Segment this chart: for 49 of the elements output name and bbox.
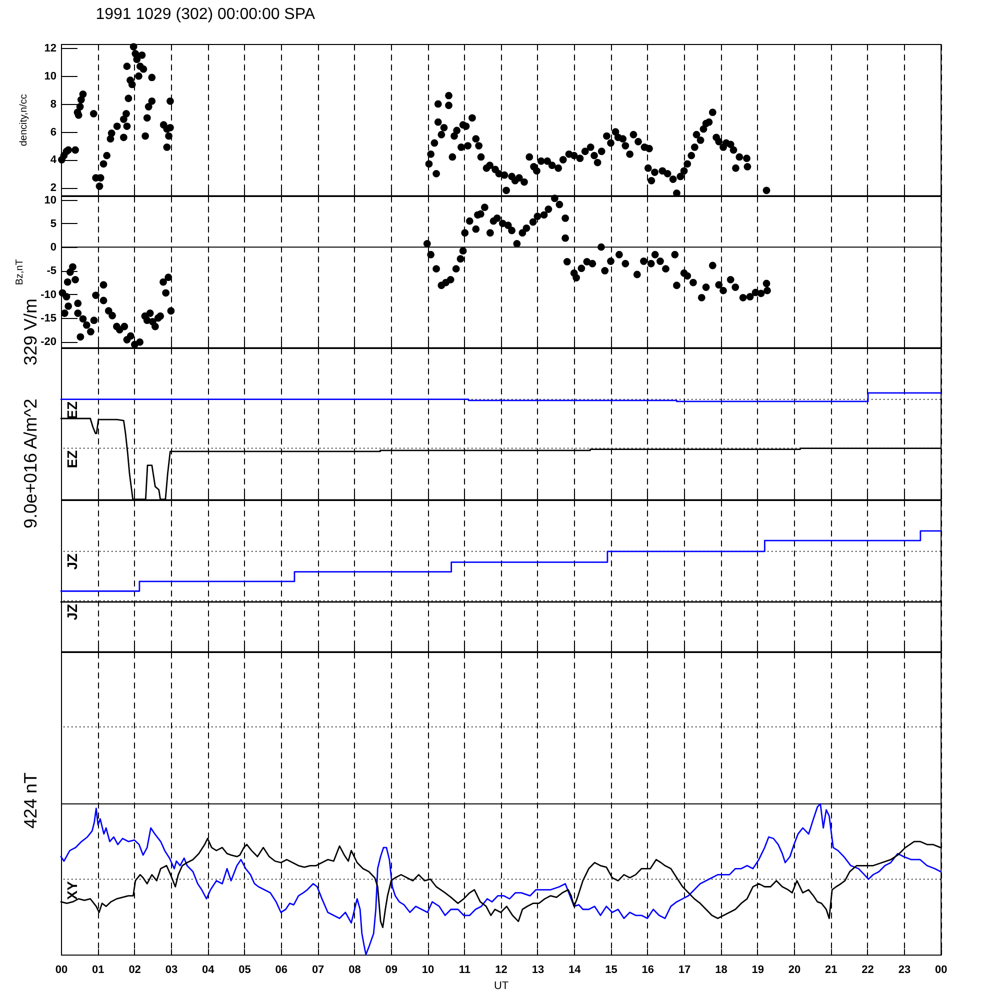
y-tick-label: 5 [50, 218, 56, 230]
y-tick-label: 2 [50, 182, 56, 194]
x-tick-label: 01 [92, 964, 104, 976]
x-tick-label: 15 [604, 964, 618, 976]
x-tick-label: 16 [641, 964, 654, 976]
ref-line-label: XY [64, 880, 80, 900]
x-tick-label: 23 [898, 964, 910, 976]
y-axis-title: 424 nT [20, 772, 40, 829]
x-tick-label: 00 [55, 964, 68, 976]
chart-title: 1991 1029 (302) 00:00:00 SPA [95, 6, 316, 24]
ref-line-label: JZ [64, 553, 80, 570]
x-tick-label: 13 [532, 964, 544, 976]
x-tick-label: 05 [238, 964, 251, 976]
x-tick-label: 18 [714, 964, 727, 976]
y-tick-label: 8 [50, 98, 56, 111]
x-tick-label: 12 [494, 964, 508, 976]
x-tick-label: 10 [422, 964, 434, 976]
x-tick-label: 03 [165, 964, 178, 976]
x-tick-label: 17 [678, 964, 690, 976]
y-axis-title: 329 V/m [20, 298, 40, 366]
y-axis-title: dencity,n/cc [18, 94, 29, 146]
x-tick-label: 08 [348, 964, 360, 976]
y-tick-label: 12 [44, 42, 56, 55]
x-tick-label: 19 [751, 964, 764, 976]
ref-line-label: EZ [64, 450, 80, 468]
text: JZ [64, 604, 80, 621]
x-tick-label: 22 [861, 964, 874, 976]
x-tick-label: 21 [824, 964, 837, 976]
x-tick-label: 09 [384, 964, 398, 976]
x-tick-label: 04 [202, 964, 215, 976]
x-axis-title: UT [494, 980, 509, 992]
y-tick-label: 10 [44, 70, 56, 83]
x-tick-label: 14 [568, 964, 582, 976]
y-tick-label: 0 [50, 242, 56, 254]
y-tick-label: 6 [50, 126, 56, 139]
y-axis-title: 9.0e+016 A/m^2 [20, 398, 40, 529]
x-tick-label: 11 [458, 964, 470, 976]
x-tick-label: 20 [788, 964, 800, 976]
x-tick-label: 07 [312, 964, 324, 976]
y-tick-label: -10 [40, 289, 56, 302]
x-tick-label: 00 [934, 964, 947, 976]
y-tick-label: -5 [46, 266, 56, 278]
y-tick-label: 4 [50, 154, 58, 167]
y-axis-title: Bz,nT [14, 259, 26, 286]
x-tick-label: 02 [128, 964, 141, 976]
y-tick-label: -15 [40, 312, 56, 325]
y-tick-label: -20 [40, 336, 56, 348]
y-tick-label: 10 [44, 194, 56, 207]
x-tick-label: 06 [274, 964, 288, 976]
